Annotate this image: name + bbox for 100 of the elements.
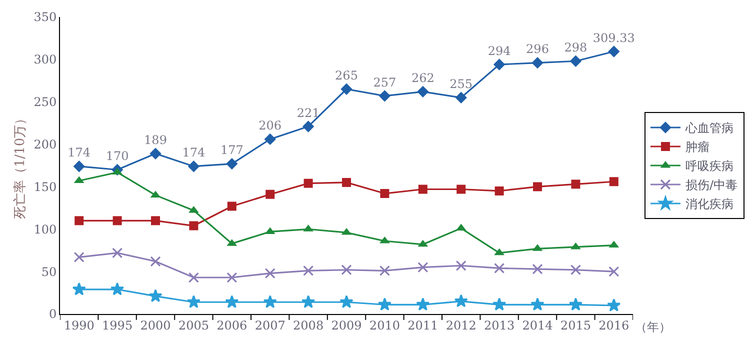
point [532,56,544,69]
point [74,252,84,262]
point [73,160,85,172]
point [226,158,238,170]
point [570,55,582,67]
point [302,295,316,308]
x-tick-label: 1990 [64,318,94,332]
legend-label: 消化疾病 [685,197,734,212]
data-label: 189 [144,132,167,147]
point [263,295,277,308]
data-label: 174 [68,146,91,160]
point [455,92,467,104]
point [494,186,504,196]
point [264,133,276,146]
point [456,260,466,271]
data-label: 262 [411,71,434,86]
point [150,256,161,267]
data-label: 206 [258,118,282,133]
point [188,272,199,283]
point [532,264,543,274]
point [418,184,428,194]
data-label: 257 [373,75,396,90]
y-tick-label: 50 [41,264,57,279]
point [378,90,391,102]
point [571,180,580,189]
y-tick-label: 200 [34,137,57,152]
point [608,266,620,277]
point [148,289,162,302]
point [227,202,236,211]
point [186,295,200,308]
point [303,265,314,276]
data-label: 296 [526,42,549,56]
data-label: 221 [296,106,320,120]
data-label: 170 [106,149,129,164]
point [342,178,351,187]
point [493,58,506,70]
legend-label: 损伤/中毒 [685,178,738,192]
point [570,242,581,250]
x-tick-label: 1995 [102,318,133,332]
point [494,248,504,256]
point [416,298,430,311]
y-axis-title: 死亡率（1/10万） [12,112,28,220]
point [112,248,123,258]
x-tick-label: 2009 [331,318,362,332]
legend-label: 呼吸疾病 [685,159,734,174]
point [456,184,466,194]
x-tick-label: 2006 [216,318,248,332]
point [340,295,354,308]
point [340,83,352,95]
point [454,294,468,308]
legend-label: 心血管病 [684,121,734,136]
legend-label: 肿瘤 [685,140,710,154]
y-tick-label: 150 [34,180,57,194]
data-label: 309.33 [592,30,635,45]
x-tick-label: 2012 [446,318,476,332]
point [189,221,198,230]
point [570,264,581,276]
y-tick-label: 250 [34,95,57,110]
point [609,177,618,186]
data-label: 177 [220,143,244,158]
point [568,298,582,311]
point [533,182,542,192]
point [378,298,392,311]
data-label: 255 [450,76,473,91]
point [150,148,162,160]
point [72,282,86,296]
point [341,264,352,276]
point [418,262,428,273]
point [225,295,239,308]
point [607,298,621,312]
data-label: 174 [182,146,206,160]
x-tick-label: 2014 [522,318,554,332]
x-tick-label: 2010 [369,318,400,332]
point [494,262,505,274]
x-tick-label: 2013 [484,318,515,332]
point [112,216,122,226]
point [379,265,390,276]
data-label: 265 [335,68,358,83]
point [302,120,314,132]
point [264,268,276,279]
point [608,46,620,58]
point [266,190,275,199]
point [417,86,429,98]
point [304,178,313,188]
point [530,298,544,311]
x-tick-label: 2007 [254,318,286,332]
x-tick-label: 2005 [178,318,209,332]
point [492,298,506,311]
point [112,168,122,175]
x-tick-label: 2000 [140,318,171,332]
text: （年） [635,320,671,334]
y-tick-label: 300 [34,52,57,67]
data-label: 298 [564,40,588,55]
y-tick-label: 0 [48,307,57,322]
y-tick-label: 100 [34,222,57,236]
point [151,216,160,226]
x-tick-label: 2011 [408,318,438,332]
y-tick-label: 350 [34,10,57,24]
data-label: 294 [488,44,512,58]
x-tick-label: 2016 [598,318,630,332]
